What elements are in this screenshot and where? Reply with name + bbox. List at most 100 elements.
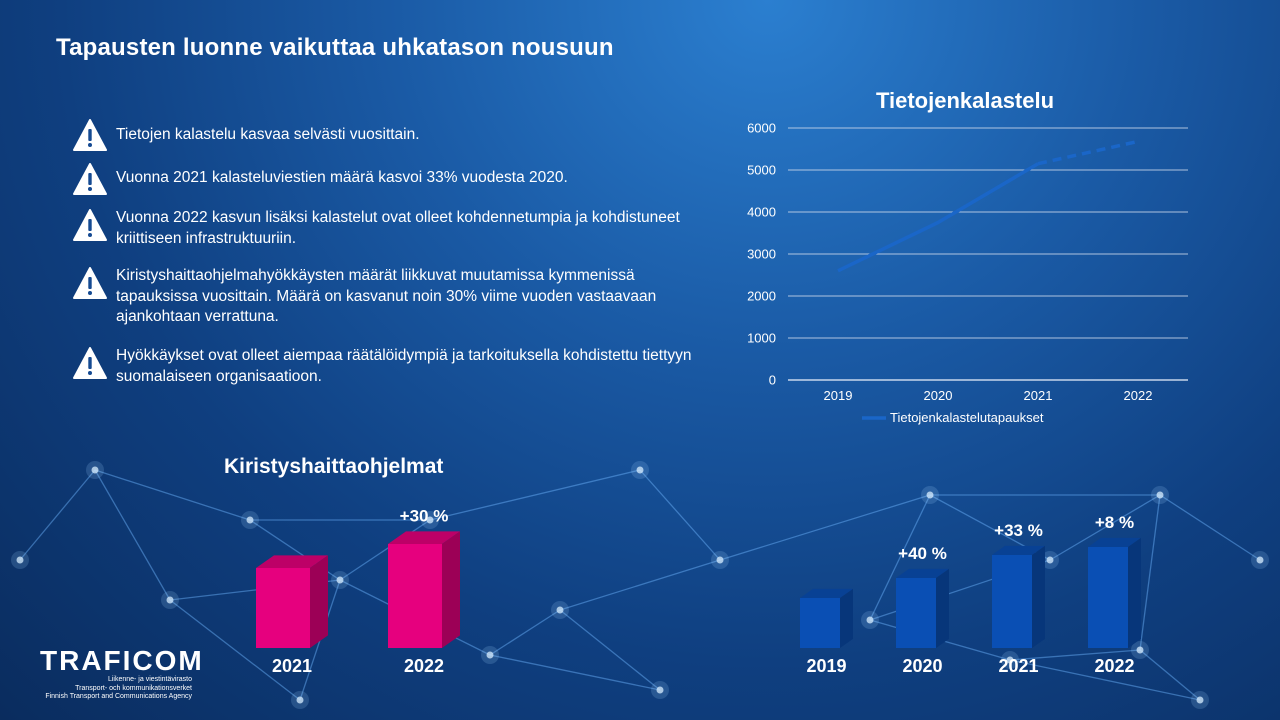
network-node <box>296 696 304 704</box>
network-line <box>94 469 171 601</box>
bar-category-label: 2021 <box>998 656 1038 676</box>
bar-top-face <box>1088 537 1141 547</box>
network-node <box>1046 556 1054 564</box>
logo-subtitle-en: Finnish Transport and Communications Age… <box>45 693 192 700</box>
bar-front-face <box>1088 547 1128 648</box>
bar-category-label: 2020 <box>902 656 942 676</box>
network-line <box>94 469 251 521</box>
warning-icon <box>73 119 107 151</box>
warning-icon <box>73 163 107 195</box>
bullet-item: Tietojen kalastelu kasvaa selvästi vuosi… <box>72 118 706 152</box>
x-tick-label: 2021 <box>1024 388 1053 403</box>
network-line <box>1139 494 1161 651</box>
network-node <box>556 606 564 614</box>
x-tick-label: 2020 <box>924 388 953 403</box>
network-line <box>1009 649 1141 661</box>
network-node <box>1136 646 1144 654</box>
phishing-growth-bar-chart: 2019 2020 +40 % 2021 +33 % 2022 +8 % <box>800 513 1141 676</box>
slide-title: Tapausten luonne vaikuttaa uhkatason nou… <box>56 34 614 61</box>
network-line <box>869 494 931 621</box>
bar-front-face <box>256 568 310 648</box>
network-line <box>489 654 661 691</box>
bar-side-face <box>1032 545 1045 648</box>
bullet-text: Vuonna 2021 kalasteluviestien määrä kasv… <box>116 169 568 186</box>
network-line <box>429 469 641 521</box>
network-line <box>489 609 561 656</box>
x-tick-label: 2022 <box>1124 388 1153 403</box>
warning-icon <box>73 347 107 379</box>
network-node <box>656 686 664 694</box>
network-node <box>336 576 344 584</box>
network-line <box>639 469 721 561</box>
network-line <box>719 494 931 561</box>
bar-category-label: 2021 <box>272 656 312 676</box>
traficom-logo: TRAFICOM Liikenne- ja viestintävirasto T… <box>40 646 204 702</box>
network-node <box>246 516 254 524</box>
network-line <box>169 599 301 701</box>
bar-top-face <box>256 555 328 568</box>
bar-front-face <box>992 555 1032 648</box>
y-tick-label: 3000 <box>747 247 776 262</box>
network-node <box>1196 696 1204 704</box>
network-line <box>19 469 96 561</box>
y-tick-label: 0 <box>769 373 776 388</box>
series-line <box>837 162 1039 273</box>
bar-side-face <box>1128 537 1141 648</box>
y-tick-label: 6000 <box>747 121 776 136</box>
network-node <box>1006 656 1014 664</box>
network-node <box>1256 556 1264 564</box>
ransomware-chart-title: Kiristyshaittaohjelmat <box>224 455 444 478</box>
bar-front-face <box>388 544 442 648</box>
bar-side-face <box>840 588 853 648</box>
logo-wordmark: TRAFICOM <box>40 645 204 676</box>
network-node <box>926 491 934 499</box>
y-tick-label: 2000 <box>747 289 776 304</box>
bullet-item: Vuonna 2021 kalasteluviestien määrä kasv… <box>72 162 706 196</box>
logo-subtitle-fi: Liikenne- ja viestintävirasto <box>107 676 192 683</box>
bar-2022 <box>388 531 460 648</box>
ransomware-bar-chart: 2021 2022 +30 % <box>256 506 460 676</box>
x-tick-label: 2019 <box>824 388 853 403</box>
network-node <box>486 651 494 659</box>
bar-category-label: 2019 <box>806 656 846 676</box>
network-line <box>339 519 431 581</box>
bullet-item: Kiristyshaittaohjelmahyökkäysten määrät … <box>72 266 706 328</box>
logo-subtitle-sv: Transport- och kommunikationsverket <box>75 684 192 692</box>
network-line <box>1049 494 1161 561</box>
bar-change-label: +30 % <box>400 506 449 525</box>
warning-icon <box>73 267 107 299</box>
bar-front-face <box>896 578 936 648</box>
legend-label: Tietojenkalastelutapaukset <box>890 410 1044 425</box>
network-line <box>559 559 721 611</box>
bar-change-label: +8 % <box>1095 513 1134 532</box>
bar-top-face <box>992 545 1045 555</box>
bar-side-face <box>936 568 949 648</box>
network-line <box>559 609 661 691</box>
network-node <box>1156 491 1164 499</box>
phishing-line-chart: 0 1000 2000 3000 4000 5000 6000 2019 2020 2021 202… <box>747 121 1188 425</box>
bar-change-label: +33 % <box>994 521 1043 540</box>
bar-side-face <box>310 555 328 648</box>
bullet-text: Vuonna 2022 kasvun lisäksi kalastelut ov… <box>116 209 680 247</box>
bar-top-face <box>896 568 949 578</box>
bar-2020 <box>896 568 949 648</box>
series-line-forecast <box>1037 139 1139 166</box>
bar-2022 <box>1088 537 1141 648</box>
network-node <box>866 616 874 624</box>
bar-2021 <box>992 545 1045 648</box>
bar-top-face <box>388 531 460 544</box>
line-chart-title: Tietojenkalastelu <box>875 88 1055 113</box>
network-node <box>426 516 434 524</box>
network-line <box>1139 649 1201 701</box>
network-nodes <box>11 461 1269 709</box>
y-tick-label: 4000 <box>747 205 776 220</box>
bar-side-face <box>442 531 460 648</box>
network-line <box>1159 494 1261 561</box>
bar-2021 <box>256 555 328 648</box>
network-node <box>16 556 24 564</box>
bullet-text: Kiristyshaittaohjelmahyökkäysten määrät … <box>116 267 657 325</box>
warning-icon <box>73 209 107 241</box>
bullet-text: Hyökkäykset ovat olleet aiempaa räätälöi… <box>116 347 692 385</box>
network-node <box>166 596 174 604</box>
network-node <box>716 556 724 564</box>
